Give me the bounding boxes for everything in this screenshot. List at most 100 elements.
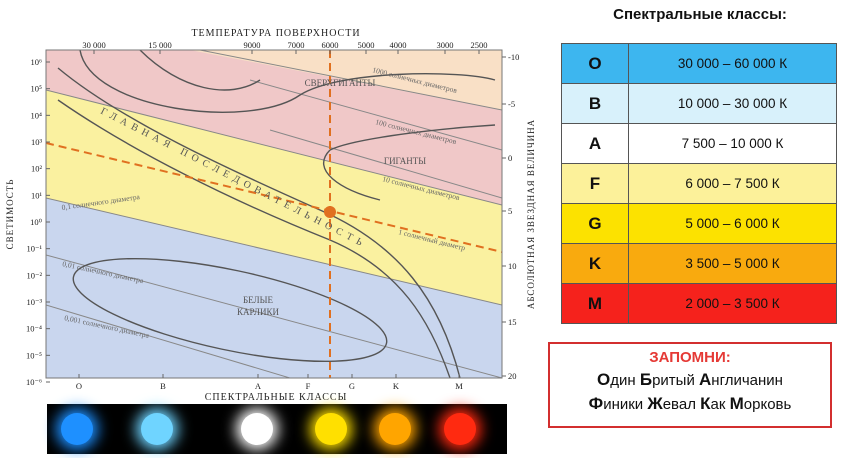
spectral-class-label: K — [561, 243, 629, 284]
top-tick-label: 4000 — [390, 40, 407, 50]
label-supergiants: СВЕРХГИГАНТЫ — [305, 78, 376, 88]
top-tick-label: 2500 — [471, 40, 488, 50]
right-tick-label: 0 — [508, 153, 512, 163]
spectral-class-label: F — [561, 163, 629, 204]
spectral-class-label: B — [561, 83, 629, 124]
spectral-temperature-range: 6 000 – 7 500 К — [628, 163, 837, 204]
left-tick-label: 10⁶ — [31, 57, 43, 67]
supergiant-outline — [79, 50, 496, 113]
mnemonic-word: Англичанин — [699, 370, 783, 389]
giant-outline — [323, 124, 496, 201]
left-tick-label: 10⁻⁶ — [26, 377, 42, 387]
star-glow-icon — [444, 413, 476, 445]
right-tick-label: 10 — [508, 261, 517, 271]
remember-title: ЗАПОМНИ: — [649, 349, 731, 366]
right-axis-ticks: -10 -5 0 5 10 15 20 — [502, 52, 519, 381]
spectral-class-label: A — [561, 123, 629, 164]
right-axis-title: АБСОЛЮТНАЯ ЗВЕЗДНАЯ ВЕЛИЧИНА — [526, 119, 536, 309]
star-glow-icon — [141, 413, 173, 445]
hr-diagram: СВЕРХГИГАНТЫ ГИГАНТЫ БЕЛЫЕ КАРЛИКИ ГЛАВН… — [5, 28, 536, 403]
left-tick-label: 10² — [31, 164, 43, 174]
diameter-line-1000 — [199, 50, 502, 111]
top-tick-label: 5000 — [358, 40, 375, 50]
spectral-class-label: M — [561, 283, 629, 324]
spectral-row-o: O 30 000 – 60 000 К — [561, 43, 837, 84]
spectral-classes-title: Спектральные классы: — [613, 6, 787, 23]
bottom-tick-label: M — [455, 381, 463, 391]
spectral-row-b: B 10 000 – 30 000 К — [561, 83, 837, 124]
giant-band — [46, 50, 502, 205]
left-tick-label: 10⁻¹ — [26, 244, 42, 254]
bottom-axis-title: СПЕКТРАЛЬНЫЕ КЛАССЫ — [205, 392, 348, 403]
spectral-temperature-range: 30 000 – 60 000 К — [628, 43, 837, 84]
diameter-line-0001 — [46, 304, 292, 378]
left-tick-label: 10⁻³ — [26, 297, 42, 307]
diameter-line-1 — [46, 89, 502, 206]
left-tick-label: 10⁻⁵ — [26, 350, 42, 360]
right-tick-label: 20 — [508, 371, 517, 381]
spectral-class-label: G — [561, 203, 629, 244]
left-axis-ticks: 10⁶ 10⁵ 10⁴ 10³ 10² 10¹ 10⁰ 10⁻¹ 10⁻² 10⁻³ 10⁻⁴ 10⁻… — [26, 57, 50, 387]
mnemonic-word: Бритый — [639, 370, 695, 389]
diameter-line-01 — [46, 197, 502, 306]
top-tick-label: 7000 — [288, 40, 305, 50]
left-tick-label: 10³ — [31, 137, 43, 147]
mnemonic-line-1: Один Бритый Англичанин — [550, 370, 830, 390]
mnemonic-word: Один — [597, 370, 636, 389]
diameter-line-10 — [269, 129, 502, 199]
left-axis-title: СВЕТИМОСТЬ — [5, 179, 15, 250]
main-sequence-outline-lower — [57, 99, 451, 378]
spectral-temperature-range: 7 500 – 10 000 К — [628, 123, 837, 164]
top-tick-label: 15 000 — [148, 40, 171, 50]
right-tick-label: -10 — [508, 52, 519, 62]
diameter-line-100 — [249, 79, 502, 151]
mnemonic-word: Морковь — [729, 394, 792, 413]
top-tick-label: 6000 — [322, 40, 339, 50]
mnemonic-line-2: Финики Жевал Как Морковь — [550, 394, 830, 414]
top-axis-title: ТЕМПЕРАТУРА ПОВЕРХНОСТИ — [191, 28, 360, 39]
mnemonic-word: Финики — [588, 394, 644, 413]
white-dwarf-outline — [72, 257, 388, 363]
supergiant-outline-2 — [139, 50, 261, 91]
right-tick-label: 15 — [508, 317, 517, 327]
left-tick-label: 10⁰ — [30, 217, 43, 227]
main-sequence-outline-upper — [57, 67, 461, 378]
star-glow-icon — [379, 413, 411, 445]
spectral-temperature-range: 2 000 – 3 500 К — [628, 283, 837, 324]
top-axis-ticks: 30 000 15 000 9000 7000 6000 5000 4000 3000 2500 — [82, 40, 488, 54]
right-tick-label: 5 — [508, 206, 512, 216]
left-tick-label: 10⁵ — [31, 84, 43, 94]
diameter-line-001 — [46, 254, 502, 378]
star-glow-icon — [241, 413, 273, 445]
sun-luminosity-line — [46, 142, 502, 253]
bottom-tick-label: F — [306, 381, 311, 391]
left-tick-label: 10⁻⁴ — [26, 324, 42, 334]
star-color-strip — [47, 404, 507, 454]
left-tick-label: 10⁴ — [31, 110, 43, 120]
star-glow-icon — [315, 413, 347, 445]
bottom-tick-label: K — [393, 381, 400, 391]
bottom-tick-label: A — [255, 381, 262, 391]
star-glow-icon — [61, 413, 93, 445]
plot-frame — [45, 49, 503, 379]
remember-box: ЗАПОМНИ: Один Бритый Англичанин Финики Ж… — [548, 342, 832, 428]
top-tick-label: 3000 — [437, 40, 454, 50]
label-giants: ГИГАНТЫ — [384, 156, 426, 166]
bottom-tick-label: B — [160, 381, 166, 391]
right-tick-label: -5 — [508, 99, 515, 109]
spectral-class-label: O — [561, 43, 629, 84]
bottom-tick-label: O — [76, 381, 82, 391]
left-tick-label: 10¹ — [31, 190, 43, 200]
label-white-dwarfs-1: БЕЛЫЕ — [243, 295, 273, 305]
top-tick-label: 9000 — [244, 40, 261, 50]
spectral-temperature-range: 3 500 – 5 000 К — [628, 243, 837, 284]
spectral-temperature-range: 5 000 – 6 000 К — [628, 203, 837, 244]
sun-marker — [324, 206, 336, 218]
